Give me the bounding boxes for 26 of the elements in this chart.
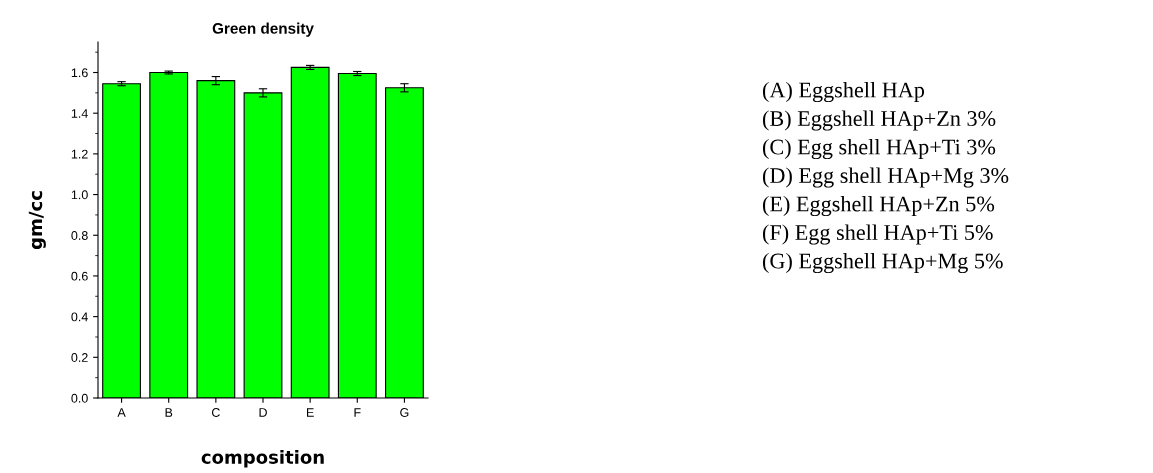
x-tick-label: F [354, 408, 361, 417]
x-tick-label: E [307, 408, 314, 417]
text: (F) Egg shell HAp+Ti 5% [762, 224, 993, 245]
x-tick-label: A [117, 408, 126, 417]
x-tick-label: C [211, 408, 220, 417]
y-tick-label: 0.4 [71, 312, 88, 322]
y-tick-label: 0.8 [71, 231, 88, 240]
y-tick-label: 0.0 [71, 393, 88, 403]
y-tick-label: 1.2 [71, 149, 88, 159]
y-tick-label: 0.2 [71, 353, 88, 362]
y-tick-label: 0.6 [71, 271, 88, 281]
text: (A) Eggshell HAp [762, 81, 925, 103]
y-tick-label: 1.4 [71, 109, 88, 118]
x-tick-label: D [259, 408, 267, 417]
chart-title: Green density [212, 22, 314, 37]
y-tick-label: 1.6 [71, 68, 88, 78]
x-tick-label: G [400, 408, 409, 417]
x-tick-label: B [165, 408, 173, 417]
y-axis-title: gm/cc [28, 191, 46, 250]
text: (E) Eggshell HAp+Zn 5% [762, 195, 995, 217]
y-tick-label: 1.0 [71, 190, 88, 200]
text: (G) Eggshell HAp+Mg 5% [762, 252, 1003, 274]
x-axis-title: composition [201, 449, 324, 468]
text: (D) Egg shell HAp+Mg 3% [762, 167, 1009, 188]
text: (B) Eggshell HAp+Zn 3% [762, 110, 996, 131]
text: (C) Egg shell HAp+Ti 3% [762, 138, 996, 160]
